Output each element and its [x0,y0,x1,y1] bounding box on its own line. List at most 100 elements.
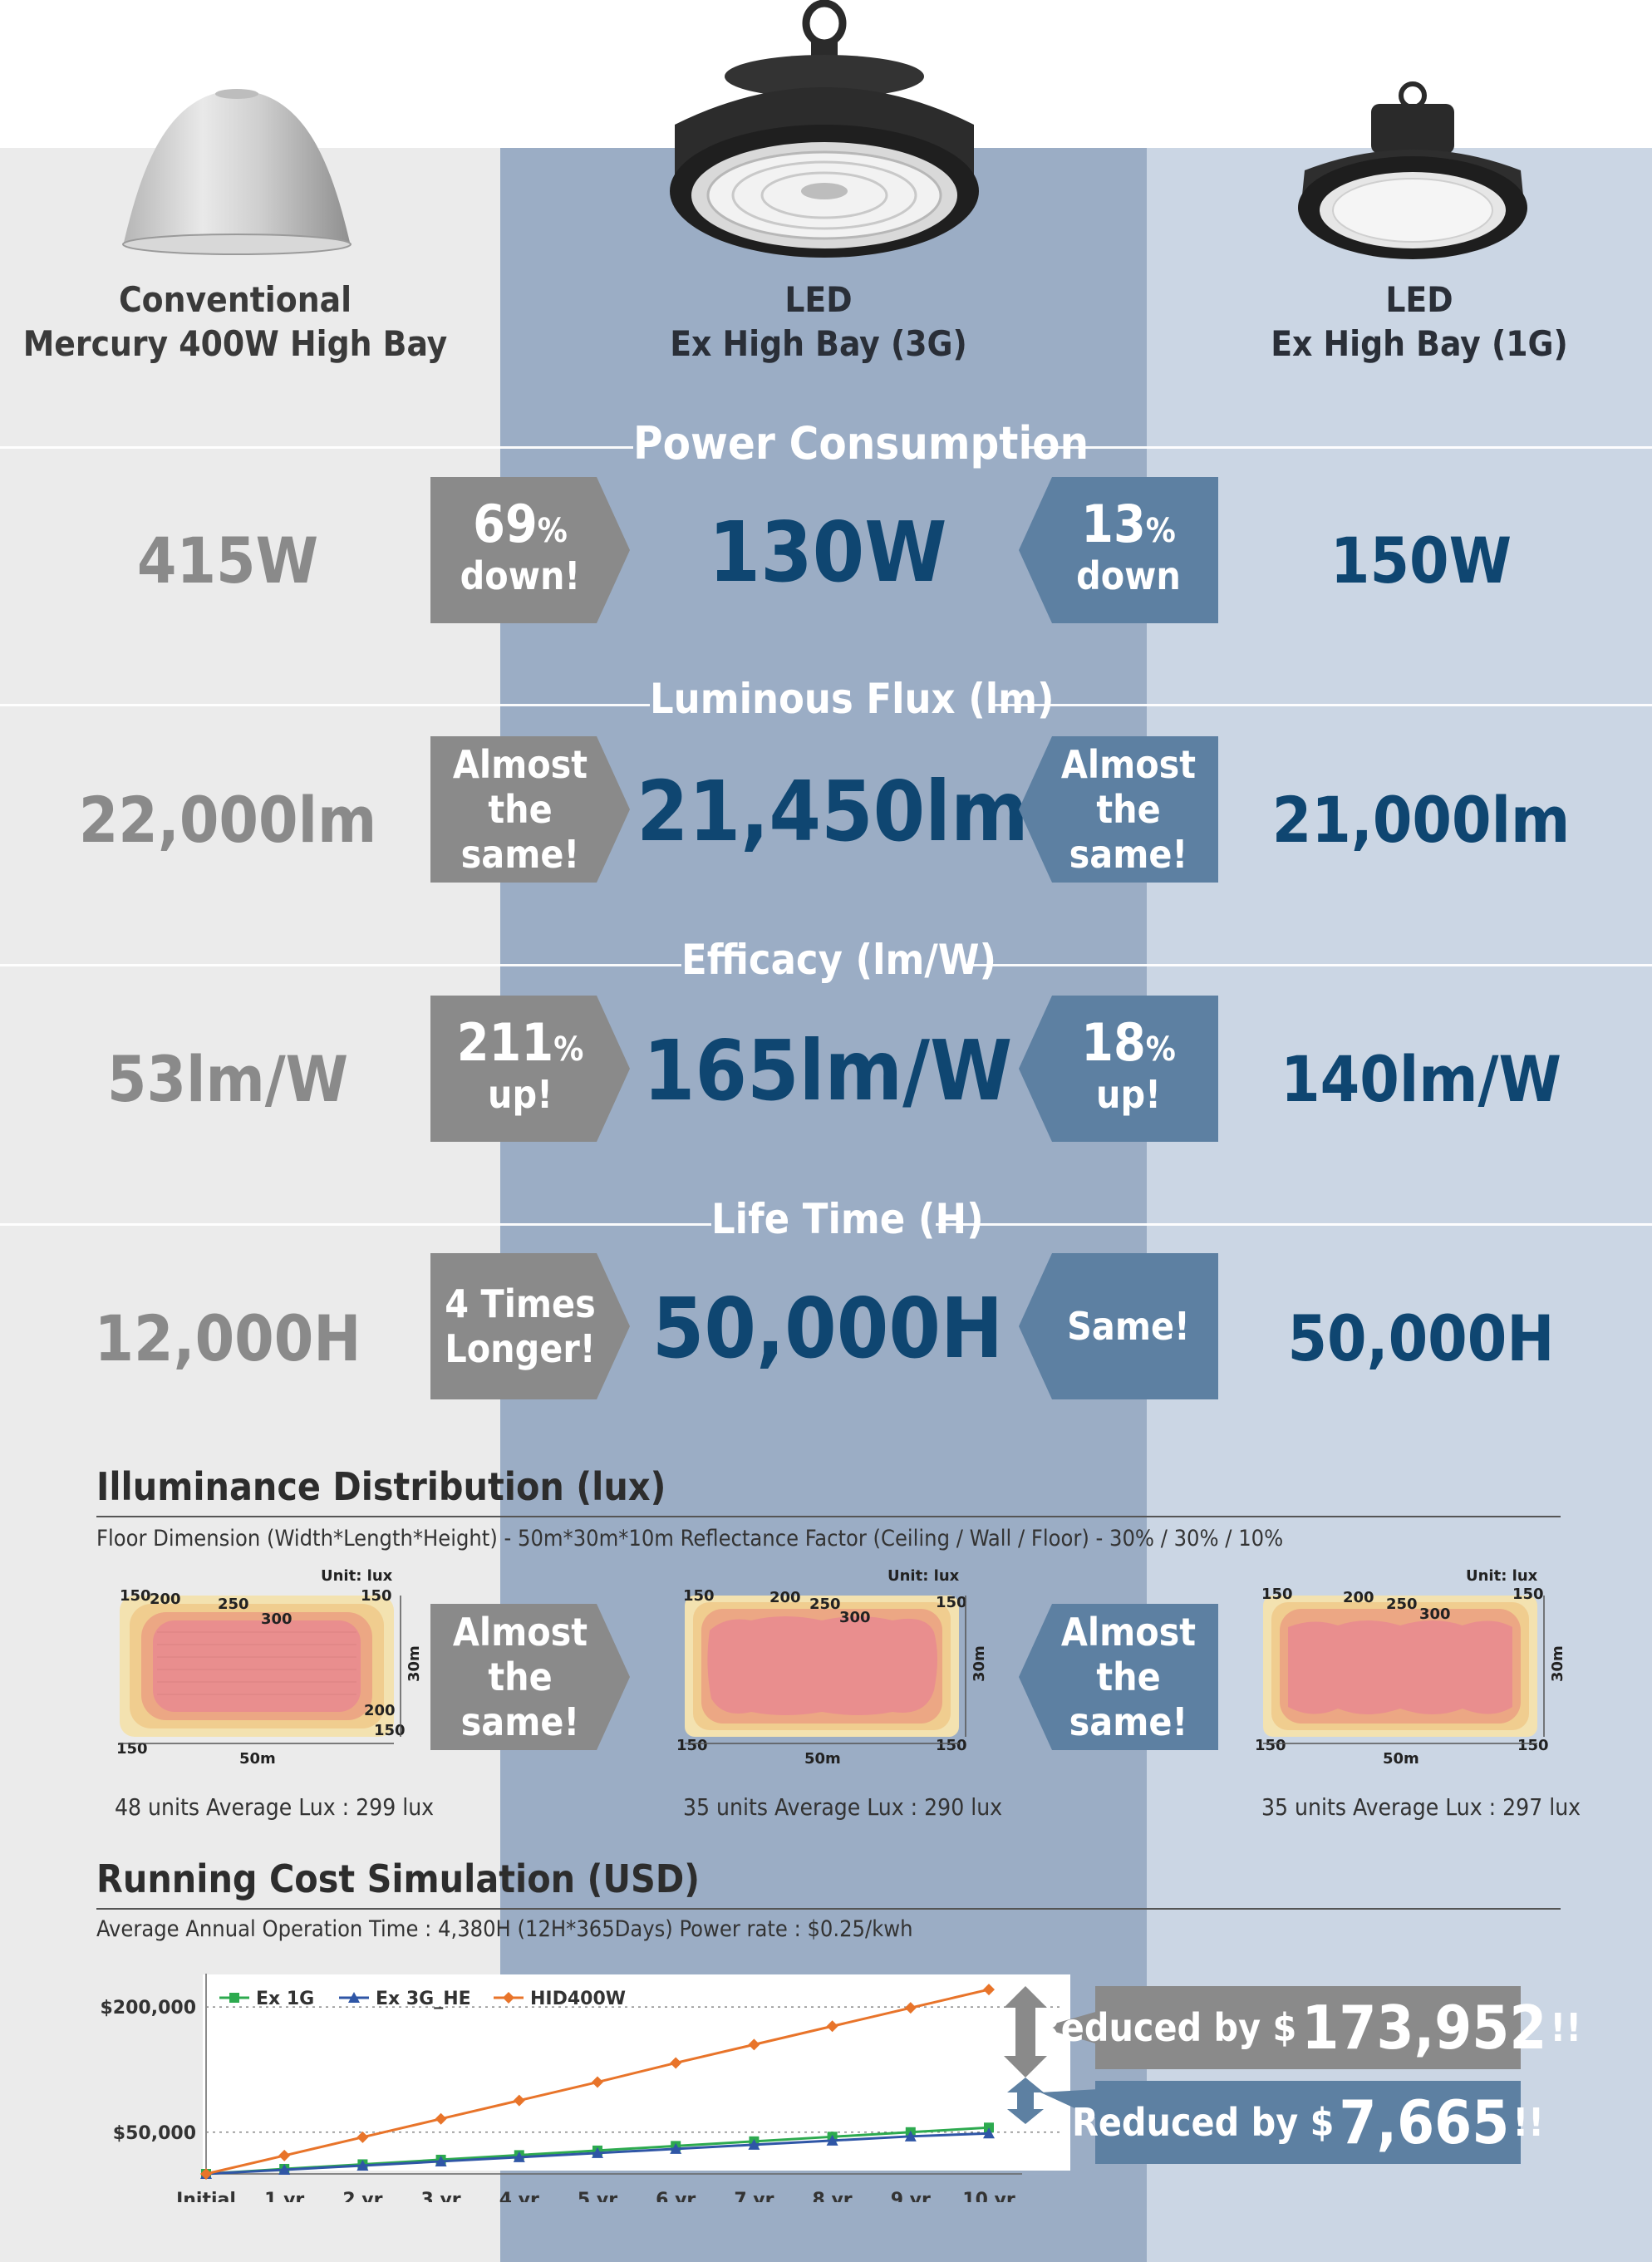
x-tick-label: 4 yr [499,2190,539,2202]
product-header-ex-3g: LED Ex High Bay (3G) [500,278,1137,366]
contour-label: 150 [1261,1586,1293,1603]
badge-line2: Longer! [445,1326,596,1371]
badge-line2: the same! [1069,1655,1188,1744]
value-ex-1g: 50,000H [1287,1301,1555,1375]
product-header-ex-1g: LED Ex High Bay (1G) [1147,278,1652,366]
value-ex-3g: 21,450lm [637,763,1029,860]
running-cost-subtitle: Average Annual Operation Time : 4,380H (… [96,1916,913,1942]
data-point [904,2002,917,2014]
value-ex-1g: 21,000lm [1271,783,1571,857]
x-tick-label: 8 yr [813,2190,853,2202]
height-label: 30m [971,1645,988,1682]
x-tick-label: 6 yr [656,2190,696,2202]
badge-left-efficacy: 211% up! [430,996,630,1142]
x-tick-label: 3 yr [421,2190,461,2202]
isolux-map-ex-3g: Unit: lux 150 200 250 300 150 150 150 30… [676,1566,992,1773]
badge-right-lifetime: Same! [1019,1253,1218,1399]
data-point [983,1984,995,1996]
column-conventional-bg [0,148,500,2262]
badge-right-illuminance: Almost the same! [1019,1604,1218,1750]
data-point [278,2149,291,2161]
contour-label: 150 [120,1587,151,1605]
running-cost-chart: $200,000 $50,000 Initial 1 yr 2 yr 3 yr 4 yr 5 … [100,1974,1064,2202]
data-point [513,2151,525,2162]
pointer-large [1040,2011,1099,2044]
badge-text: down [1076,553,1181,598]
value-conventional: 22,000lm [78,783,377,857]
saving-suffix: !! [1512,2100,1545,2145]
data-point [278,2163,291,2175]
height-label: 30m [1549,1645,1566,1682]
data-point [670,2057,682,2069]
data-point [200,2168,212,2180]
product-header-conventional: Conventional Mercury 400W High Bay [0,278,470,366]
contour-label: 200 [150,1591,181,1608]
value-ex-3g: 165lm/W [642,1022,1013,1119]
badge-percent: % [553,1030,584,1069]
unit-label: Unit: lux [1466,1567,1538,1585]
contour-label: 250 [218,1596,249,1613]
badge-number: 18 [1081,1012,1146,1073]
saving-prefix: Reduced by $ [1071,2100,1335,2145]
contour-label: 150 [1255,1737,1286,1754]
legend-marker [348,1992,360,2003]
value-ex-1g: 150W [1330,524,1512,597]
contour-label: 300 [839,1609,871,1626]
data-point [592,2146,603,2158]
saving-box-hid: Reduced by $173,952!! [1035,1986,1581,2069]
section-title-flux: Luminous Flux (lm) [650,675,1055,723]
x-tick-label: 9 yr [891,2190,931,2202]
data-point [592,2076,603,2088]
saving-suffix: !! [1550,2005,1582,2050]
double-arrow-large [1004,1986,1047,2078]
contour-label: 300 [261,1610,293,1628]
x-tick-label: 1 yr [264,2190,304,2202]
x-tick-label: Initial [176,2190,236,2202]
x-tick-label: 7 yr [734,2190,774,2202]
badge-line1: Almost [1060,742,1197,787]
badge-right-power: 13% down [1019,477,1218,623]
contour-label: 150 [116,1740,148,1758]
badge-line1: Almost [1060,1610,1197,1655]
badge-left-power: 69% down! [430,477,630,623]
badge-number: 211 [456,1012,554,1073]
contour-label: 150 [1512,1586,1544,1603]
mercury-high-bay-image [122,89,352,255]
contour-label: 150 [374,1722,406,1739]
height-label: 30m [406,1645,423,1682]
badge-number: 69 [473,494,538,554]
y-tick-label: $200,000 [100,1998,196,2019]
badge-text: down! [460,553,581,598]
contour-label: 200 [1343,1589,1374,1606]
saving-prefix: Reduced by $ [1034,2005,1297,2050]
double-arrow-small [1007,2078,1044,2124]
value-conventional: 415W [136,524,319,597]
product-line1: LED [1385,279,1453,320]
contour-label: 200 [364,1702,396,1719]
product-line2: Ex High Bay (1G) [1271,323,1568,364]
product-line1: LED [784,279,853,320]
illuminance-rule [96,1516,1561,1517]
contour-label: 150 [361,1587,392,1605]
width-label: 50m [804,1750,841,1768]
badge-text: up! [488,1072,553,1117]
badge-left-lifetime: 4 Times Longer! [430,1253,630,1399]
contour-label: 150 [683,1587,715,1605]
contour-label: 150 [936,1594,967,1611]
width-label: 50m [1383,1750,1419,1768]
column-ex-1g-bg [1147,148,1652,2262]
data-point [984,2122,994,2133]
badge-percent: % [1145,1030,1176,1069]
badge-line2: the same! [1069,787,1188,877]
contour-label: 150 [676,1737,708,1754]
data-point [513,2094,525,2107]
saving-box-1g: Reduced by $7,665!! [1072,2081,1544,2164]
section-title-efficacy: Efficacy (lm/W) [681,936,997,984]
badge-text: up! [1096,1072,1161,1117]
legend-label: HID400W [530,1989,626,2009]
badge-line1: Same! [1067,1304,1190,1349]
data-point [356,2131,369,2143]
badge-right-efficacy: 18% up! [1019,996,1218,1142]
badge-line2: the same! [460,787,580,877]
contour-label: 200 [769,1589,801,1606]
